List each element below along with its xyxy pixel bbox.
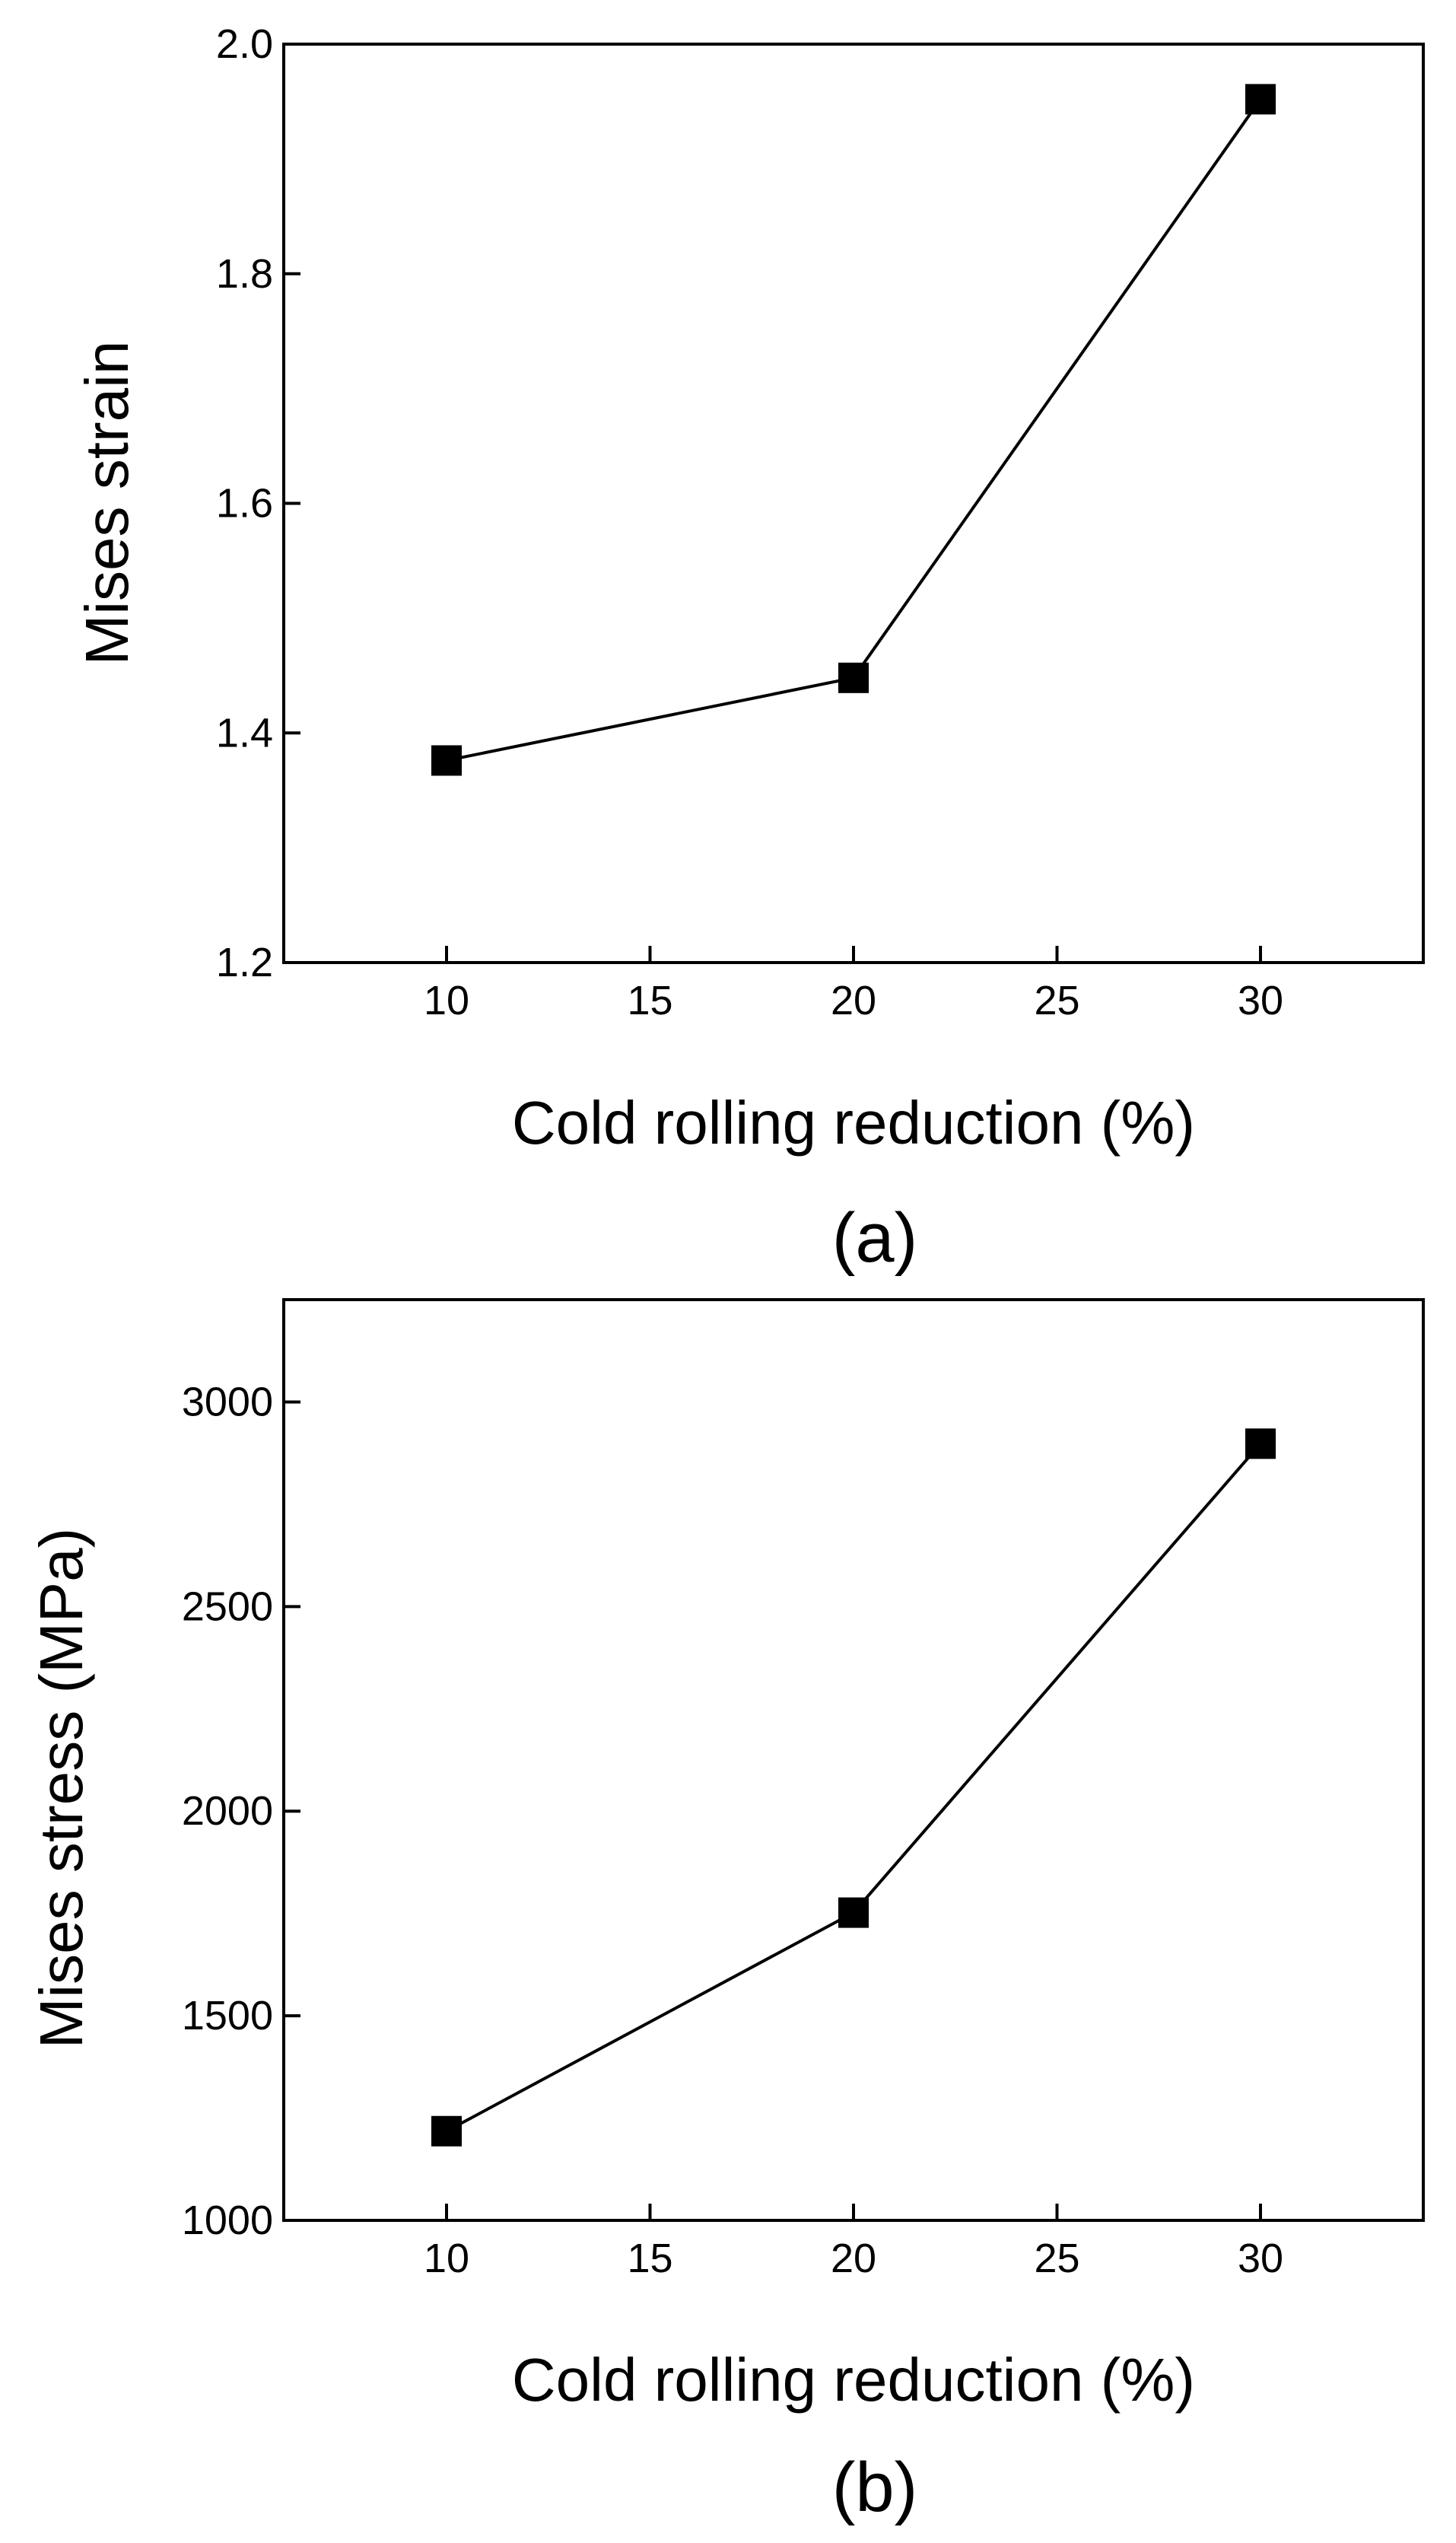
x-axis-b: 10 15 20 25 30 bbox=[424, 2204, 1283, 2281]
y-tick-label-a-3: 1.8 bbox=[216, 251, 273, 297]
x-tick-label-a-1: 15 bbox=[627, 978, 672, 1023]
panel-b: 1000 1500 2000 2500 3000 10 15 20 25 30 Mises st… bbox=[27, 1298, 1425, 2526]
x-axis-label-b: Cold rolling reduction (%) bbox=[512, 2346, 1195, 2414]
y-tick-label-b-0: 1000 bbox=[182, 2198, 273, 2243]
series-line-b-0 bbox=[446, 1442, 1262, 2133]
x-tick-label-a-4: 30 bbox=[1238, 978, 1283, 1023]
x-tick-label-b-3: 25 bbox=[1034, 2236, 1079, 2281]
panel-a: 1.21.41.61.82.0 10 15 20 25 30 Mises strain … bbox=[73, 21, 1425, 1277]
x-tick-label-b-2: 20 bbox=[831, 2236, 876, 2281]
y-tick-label-b-3: 2500 bbox=[182, 1583, 273, 1629]
x-tick-label-a-3: 25 bbox=[1034, 978, 1079, 1023]
y-tick-label-b-2: 2000 bbox=[182, 1788, 273, 1834]
y-axis-b: 1000 1500 2000 2500 3000 bbox=[182, 1379, 300, 2243]
x-tick-label-b-0: 10 bbox=[424, 2236, 469, 2281]
y-axis-a: 1.2 1.4 1.6 1.8 2.0 bbox=[216, 21, 300, 985]
data-point-a-1 bbox=[838, 662, 869, 693]
y-tick-label-a-1: 1.4 bbox=[216, 710, 273, 756]
x-tick-label-b-1: 15 bbox=[627, 2236, 672, 2281]
y-tick-label-a-0: 1.2 bbox=[216, 940, 273, 985]
data-point-a-0 bbox=[431, 745, 462, 776]
x-axis-a: 10 15 20 25 30 bbox=[424, 946, 1283, 1023]
y-axis-label-b: Mises stress (MPa) bbox=[27, 1528, 95, 2049]
x-tick-label-b-4: 30 bbox=[1238, 2236, 1283, 2281]
series-group-a bbox=[431, 84, 1276, 776]
y-tick-label-b-1: 1500 bbox=[182, 1993, 273, 2039]
x-tick-label-a-2: 20 bbox=[831, 978, 876, 1023]
y-tick-label-a-2: 1.6 bbox=[216, 481, 273, 527]
series-line-a-0 bbox=[446, 98, 1262, 762]
data-point-a-2 bbox=[1245, 84, 1276, 115]
x-tick-label-a-0: 10 bbox=[424, 978, 469, 1023]
data-point-b-0 bbox=[431, 2115, 462, 2147]
plot-frame-a bbox=[282, 43, 1425, 964]
y-axis-label-a: Mises strain bbox=[73, 341, 141, 666]
y-tick-label-a-4: 2.0 bbox=[216, 21, 273, 67]
panel-label-b: (b) bbox=[832, 2449, 917, 2526]
x-axis-label-a: Cold rolling reduction (%) bbox=[512, 1089, 1195, 1157]
data-point-b-2 bbox=[1245, 1428, 1276, 1459]
y-tick-label-b-4: 3000 bbox=[182, 1379, 273, 1424]
data-point-b-1 bbox=[838, 1897, 869, 1928]
panel-label-a: (a) bbox=[832, 1199, 917, 1277]
series-group-b bbox=[431, 1428, 1276, 2147]
